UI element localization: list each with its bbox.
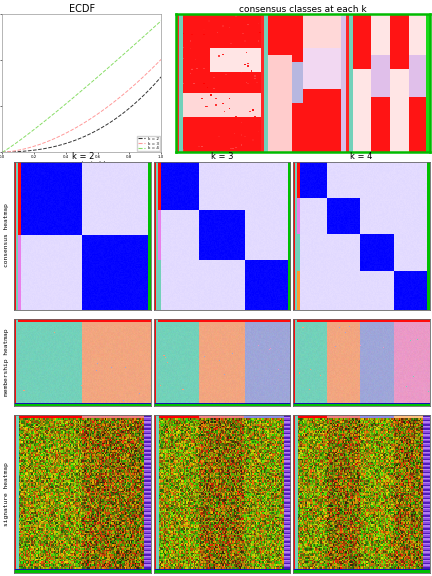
Title: k = 3: k = 3 <box>211 151 233 161</box>
Title: consensus classes at each k: consensus classes at each k <box>239 5 366 14</box>
Title: ECDF: ECDF <box>69 3 95 14</box>
Title: k = 4: k = 4 <box>350 151 373 161</box>
Text: signature heatmap: signature heatmap <box>4 462 10 526</box>
Text: consensus heatmap: consensus heatmap <box>4 204 10 267</box>
Text: membership heatmap: membership heatmap <box>4 328 10 396</box>
X-axis label: consensus k value [c]: consensus k value [c] <box>58 161 105 165</box>
Title: k = 2: k = 2 <box>72 151 94 161</box>
Legend: k = 2, k = 3, k = 4: k = 2, k = 3, k = 4 <box>137 135 160 151</box>
